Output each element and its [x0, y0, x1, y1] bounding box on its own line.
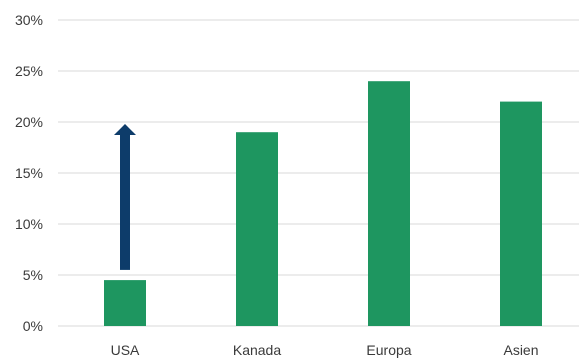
bars: [104, 81, 542, 326]
annotation: [114, 124, 136, 270]
x-tick-label: Asien: [503, 342, 538, 358]
bar-usa: [104, 280, 146, 326]
y-tick-label: 20%: [15, 114, 43, 130]
y-tick-label: 0%: [23, 318, 43, 334]
y-axis: 0% 5% 10% 15% 20% 25% 30%: [15, 12, 43, 334]
bar-asien: [500, 101, 542, 326]
y-tick-label: 25%: [15, 63, 43, 79]
x-tick-label: Kanada: [233, 342, 281, 358]
y-tick-label: 15%: [15, 165, 43, 181]
x-tick-label: USA: [111, 342, 140, 358]
y-tick-label: 10%: [15, 216, 43, 232]
arrow-shaft: [120, 134, 130, 270]
x-tick-label: Europa: [366, 342, 411, 358]
gridlines: [58, 19, 579, 327]
bar-kanada: [236, 132, 278, 326]
y-tick-label: 30%: [15, 12, 43, 28]
arrow-head: [114, 124, 136, 136]
x-axis: USA Kanada Europa Asien: [111, 342, 539, 358]
y-tick-label: 5%: [23, 267, 43, 283]
bar-europa: [368, 81, 410, 326]
